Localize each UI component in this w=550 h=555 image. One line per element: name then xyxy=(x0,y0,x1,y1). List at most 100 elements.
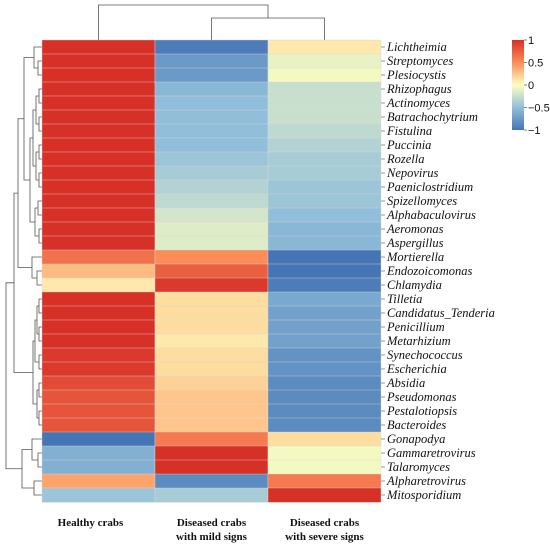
heatmap-cell xyxy=(41,53,156,69)
row-label: Penicillium xyxy=(386,320,445,334)
heatmap-cells xyxy=(41,39,382,503)
heatmap-cell xyxy=(154,39,269,55)
heatmap-cell xyxy=(41,487,156,503)
row-label: Candidatus_Tenderia xyxy=(387,306,495,320)
dendrogram-branch xyxy=(36,270,42,286)
heatmap-cell xyxy=(267,361,382,377)
dendrogram-branch xyxy=(38,298,42,314)
heatmap-cell xyxy=(267,179,382,195)
heatmap-cell xyxy=(154,193,269,209)
heatmap-cell xyxy=(267,249,382,265)
heatmap-cell xyxy=(154,249,269,265)
heatmap-cell xyxy=(267,193,382,209)
row-label: Lichtheimia xyxy=(386,40,447,54)
dendrogram-branch xyxy=(5,282,22,470)
heatmap-cell xyxy=(267,235,382,251)
heatmap-cell xyxy=(267,263,382,279)
heatmap-cell xyxy=(154,333,269,349)
dendrogram-branch xyxy=(35,95,39,125)
heatmap-cell xyxy=(41,361,156,377)
heatmap-cell xyxy=(154,487,269,503)
heatmap-cell xyxy=(154,109,269,125)
row-label: Mitosporidium xyxy=(386,488,461,502)
heatmap-cell xyxy=(154,305,269,321)
heatmap-cell xyxy=(41,459,156,475)
heatmap-cell xyxy=(41,291,156,307)
row-label: Plesiocystis xyxy=(386,68,446,82)
heatmap-cell xyxy=(41,417,156,433)
row-label: Batrachochytrium xyxy=(387,110,478,124)
row-label: Paeniclostridium xyxy=(386,180,473,194)
dendrogram-branch xyxy=(38,172,42,188)
dendrogram-branch xyxy=(38,116,42,132)
row-label: Alphabaculovirus xyxy=(386,208,476,222)
dendrogram-branch xyxy=(37,452,42,468)
heatmap-cell xyxy=(267,445,382,461)
heatmap-cell xyxy=(267,95,382,111)
row-label: Synechococcus xyxy=(387,348,463,362)
heatmap-cell xyxy=(154,235,269,251)
heatmap-cell xyxy=(41,305,156,321)
heatmap-cell xyxy=(267,333,382,349)
heatmap-cell xyxy=(41,81,156,97)
row-label: Gammaretrovirus xyxy=(387,446,476,460)
dendrogram-branch xyxy=(38,88,42,104)
heatmap-cell xyxy=(41,39,156,55)
row-label: Endozoicomonas xyxy=(386,264,473,278)
heatmap-cell xyxy=(267,305,382,321)
heatmap-cell xyxy=(154,389,269,405)
heatmap-cell xyxy=(267,417,382,433)
row-label: Tilletia xyxy=(387,292,422,306)
heatmap-cell xyxy=(267,277,382,293)
dendrogram-branch xyxy=(37,200,42,216)
heatmap-cell xyxy=(41,347,156,363)
heatmap-cell xyxy=(154,291,269,307)
heatmap-cell xyxy=(41,137,156,153)
heatmap-cell xyxy=(267,81,382,97)
heatmap-cell xyxy=(267,473,382,489)
legend-tick-label: −1 xyxy=(528,125,541,137)
legend-tick-label: 1 xyxy=(528,35,534,47)
row-label: Aeromonas xyxy=(386,222,444,236)
column-label: Diseased crabs with severe signs xyxy=(285,517,364,543)
heatmap-cell xyxy=(154,473,269,489)
heatmap-cell xyxy=(154,445,269,461)
heatmap-cell xyxy=(267,459,382,475)
row-label: Gonapodya xyxy=(387,432,445,446)
heatmap-cell xyxy=(41,67,156,83)
heatmap-cell xyxy=(267,389,382,405)
dendrogram-branch xyxy=(38,410,42,426)
row-label: Rozella xyxy=(386,152,425,166)
heatmap-cell xyxy=(41,319,156,335)
row-label: Alpharetrovirus xyxy=(386,474,466,488)
row-label: Metarhizium xyxy=(386,334,451,348)
heatmap-cell xyxy=(267,347,382,363)
heatmap-cell xyxy=(41,249,156,265)
color-legend: 1 0.5 0 −0.5 −1 xyxy=(512,35,550,137)
dendrogram-branch xyxy=(32,109,36,167)
row-label: Rhizophagus xyxy=(386,82,452,96)
heatmap-cell xyxy=(41,221,156,237)
dendrogram-branch xyxy=(38,354,42,370)
heatmap-cell xyxy=(154,347,269,363)
heatmap-cell xyxy=(154,403,269,419)
row-label: Escherichia xyxy=(386,362,447,376)
heatmap-cell xyxy=(267,53,382,69)
heatmap-cell xyxy=(154,165,269,181)
heatmap-cell xyxy=(154,417,269,433)
row-label: Talaromyces xyxy=(387,460,450,474)
heatmap-cell xyxy=(267,403,382,419)
column-dendrogram xyxy=(98,4,325,40)
heatmap-cell xyxy=(267,151,382,167)
heatmap-cell xyxy=(41,473,156,489)
heatmap-cell xyxy=(41,123,156,139)
row-dendrogram xyxy=(5,46,42,496)
heatmap-cell xyxy=(267,487,382,503)
heatmap-cell xyxy=(154,459,269,475)
dendrogram-branch xyxy=(23,57,34,181)
heatmap-cell xyxy=(41,389,156,405)
row-label: Fistulina xyxy=(386,124,432,138)
heatmap-cell xyxy=(154,375,269,391)
heatmap-cell xyxy=(154,179,269,195)
